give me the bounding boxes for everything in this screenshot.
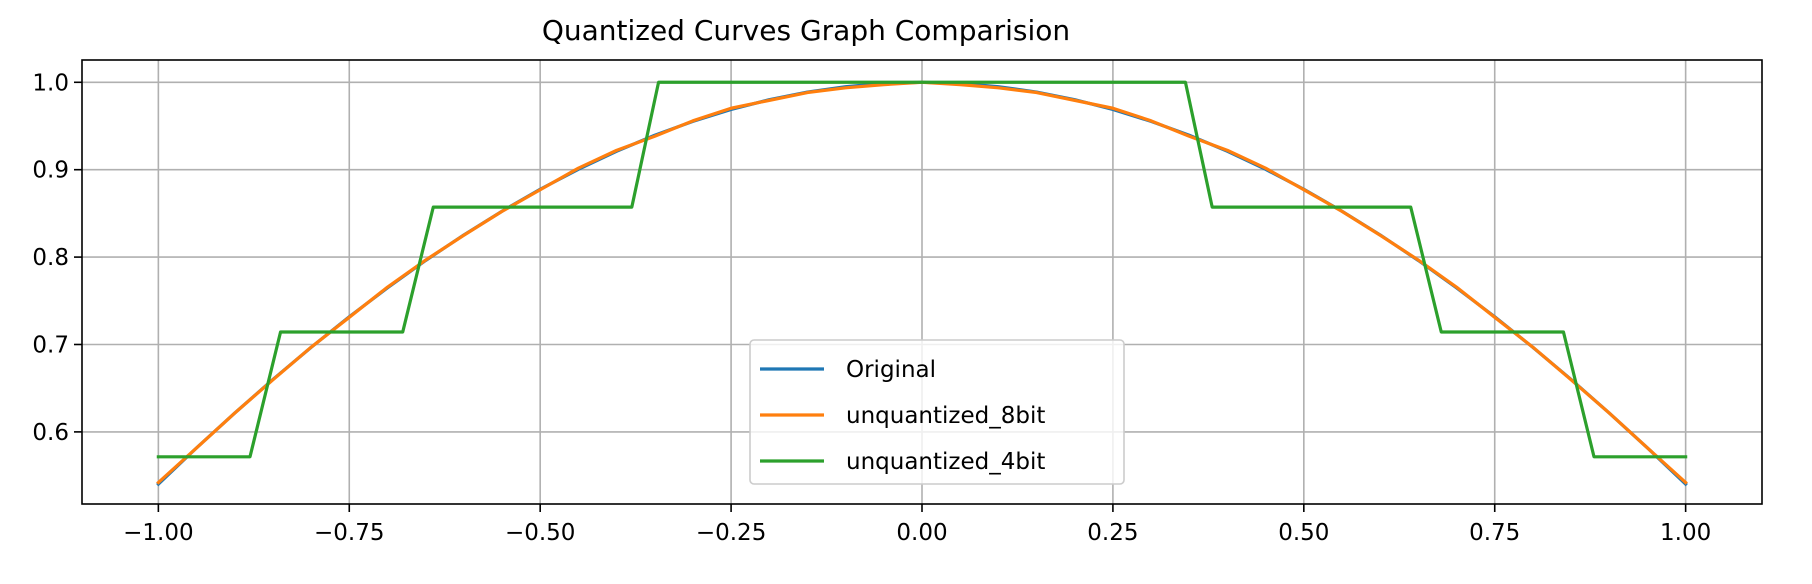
x-tick-label: 0.00 (896, 520, 947, 546)
x-tick-label: −0.75 (314, 520, 384, 546)
x-tick-label: −0.50 (505, 520, 575, 546)
y-tick-label: 0.6 (32, 420, 69, 446)
series-line-2 (156, 80, 1688, 459)
y-tick-label: 0.9 (32, 158, 69, 184)
chart-title: Quantized Curves Graph Comparision (542, 14, 1070, 47)
legend-box (749, 339, 1125, 485)
series-lines (156, 80, 1688, 487)
x-tick-label: −1.00 (123, 520, 193, 546)
y-tick-label: 1.0 (32, 70, 69, 96)
legend-label: unquantized_4bit (846, 449, 1045, 475)
x-tick-label: 1.00 (1660, 520, 1711, 546)
x-tick-label: 0.50 (1278, 520, 1329, 546)
x-tick-label: −0.25 (696, 520, 766, 546)
x-tick-label: 0.75 (1469, 520, 1520, 546)
legend-label: Original (846, 357, 936, 383)
y-tick-label: 0.7 (32, 332, 69, 358)
x-tick-label: 0.25 (1087, 520, 1138, 546)
legend-label: unquantized_8bit (846, 403, 1045, 429)
y-axis: 0.6 0.7 0.8 0.9 1.0 (32, 70, 82, 446)
x-axis: −1.00 −0.75 −0.50 −0.25 0.00 0.25 0.50 0.75 1.00 (123, 504, 1711, 546)
y-tick-label: 0.8 (32, 245, 69, 271)
legend: Original unquantized_8bit unquantized_4bit (749, 339, 1125, 485)
